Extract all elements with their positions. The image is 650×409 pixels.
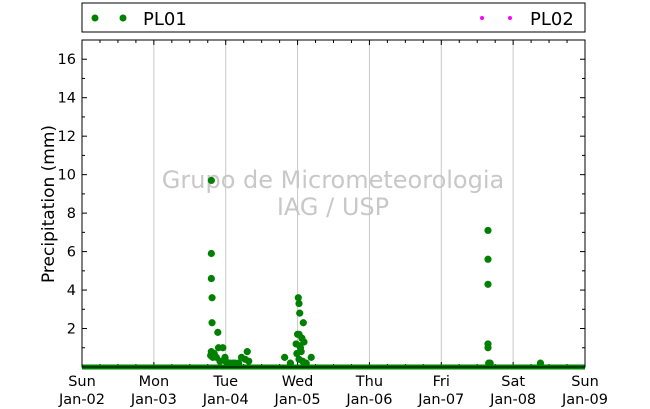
watermark-line-2: IAG / USP	[277, 193, 389, 221]
legend-marker-pl02	[508, 16, 512, 20]
y-tick-label: 4	[67, 283, 76, 299]
x-tick-label-date: Jan-04	[202, 392, 249, 408]
legend-marker-pl02	[480, 16, 484, 20]
data-point-pl01	[216, 357, 224, 365]
data-point-pl01	[214, 328, 222, 336]
legend-marker-pl01	[91, 14, 99, 22]
data-point-pl01	[300, 338, 308, 346]
data-point-pl01	[486, 359, 494, 367]
legend-label-pl02: PL02	[530, 9, 574, 30]
x-tick-label-date: Jan-08	[489, 392, 536, 408]
watermark-line-1: Grupo de Micrometeorologia	[162, 166, 504, 194]
x-tick-label-day: Wed	[282, 374, 314, 390]
data-point-pl01	[536, 359, 545, 367]
x-tick-label-day: Tue	[212, 374, 238, 390]
data-point-pl01	[294, 294, 302, 302]
data-point-pl01	[296, 309, 304, 317]
x-tick-label-date: Jan-05	[274, 392, 321, 408]
data-point-pl01	[219, 344, 227, 352]
data-point-pl01	[302, 359, 310, 367]
x-tick-label-day: Sun	[68, 374, 96, 390]
legend-box	[81, 2, 586, 33]
plot-area	[82, 40, 585, 367]
data-point-pl01	[297, 348, 305, 356]
data-point-pl01	[484, 255, 492, 263]
y-tick-label: 6	[67, 245, 76, 261]
y-tick-label: 8	[67, 206, 76, 222]
data-point-pl01	[208, 294, 216, 302]
data-point-pl01	[243, 348, 251, 356]
data-points	[207, 176, 545, 367]
x-tick-label-day: Mon	[139, 374, 170, 390]
legend-marker-pl01	[119, 14, 127, 22]
y-tick-label: 14	[58, 91, 76, 107]
y-tick-labels: 2 4 6 8 10 12 14 16	[58, 52, 76, 337]
plot-frame	[81, 39, 586, 368]
data-point-pl01	[245, 357, 253, 365]
data-point-pl01	[484, 226, 492, 235]
x-tick-label-date: Jan-03	[130, 392, 177, 408]
x-tick-label-day: Sun	[571, 374, 599, 390]
legend: PL01 PL02	[81, 2, 586, 33]
data-point-pl01	[208, 319, 216, 327]
x-tick-label-date: Jan-06	[345, 392, 392, 408]
x-tick-label-day: Sat	[501, 374, 525, 390]
x-tick-label-date: Jan-09	[561, 392, 608, 408]
y-tick-label: 12	[58, 129, 76, 145]
data-point-pl01	[295, 299, 303, 308]
data-point-pl01	[207, 249, 215, 258]
y-tick-label: 10	[58, 168, 76, 184]
x-tick-label-date: Jan-07	[417, 392, 464, 408]
x-tick-label-date: Jan-02	[58, 392, 105, 408]
data-point-pl01	[307, 353, 315, 361]
data-point-pl01	[281, 353, 289, 361]
x-tick-label-day: Fri	[433, 374, 450, 390]
y-axis-label: Precipitation (mm)	[39, 125, 59, 283]
y-tick-label: 2	[67, 322, 76, 338]
data-point-pl01	[299, 319, 307, 327]
data-point-pl01	[484, 280, 492, 288]
data-point-pl01	[286, 359, 294, 367]
data-point-pl01	[235, 359, 243, 367]
x-tick-labels: Sun Jan-02 Mon Jan-03 Tue Jan-04 Wed Jan-05 Thu J…	[58, 374, 608, 408]
data-point-pl01	[207, 274, 215, 283]
legend-label-pl01: PL01	[143, 9, 187, 30]
data-point-pl01	[207, 176, 215, 185]
y-tick-label: 16	[58, 52, 76, 68]
data-point-pl01	[484, 344, 492, 352]
x-tick-label-day: Thu	[355, 374, 383, 390]
